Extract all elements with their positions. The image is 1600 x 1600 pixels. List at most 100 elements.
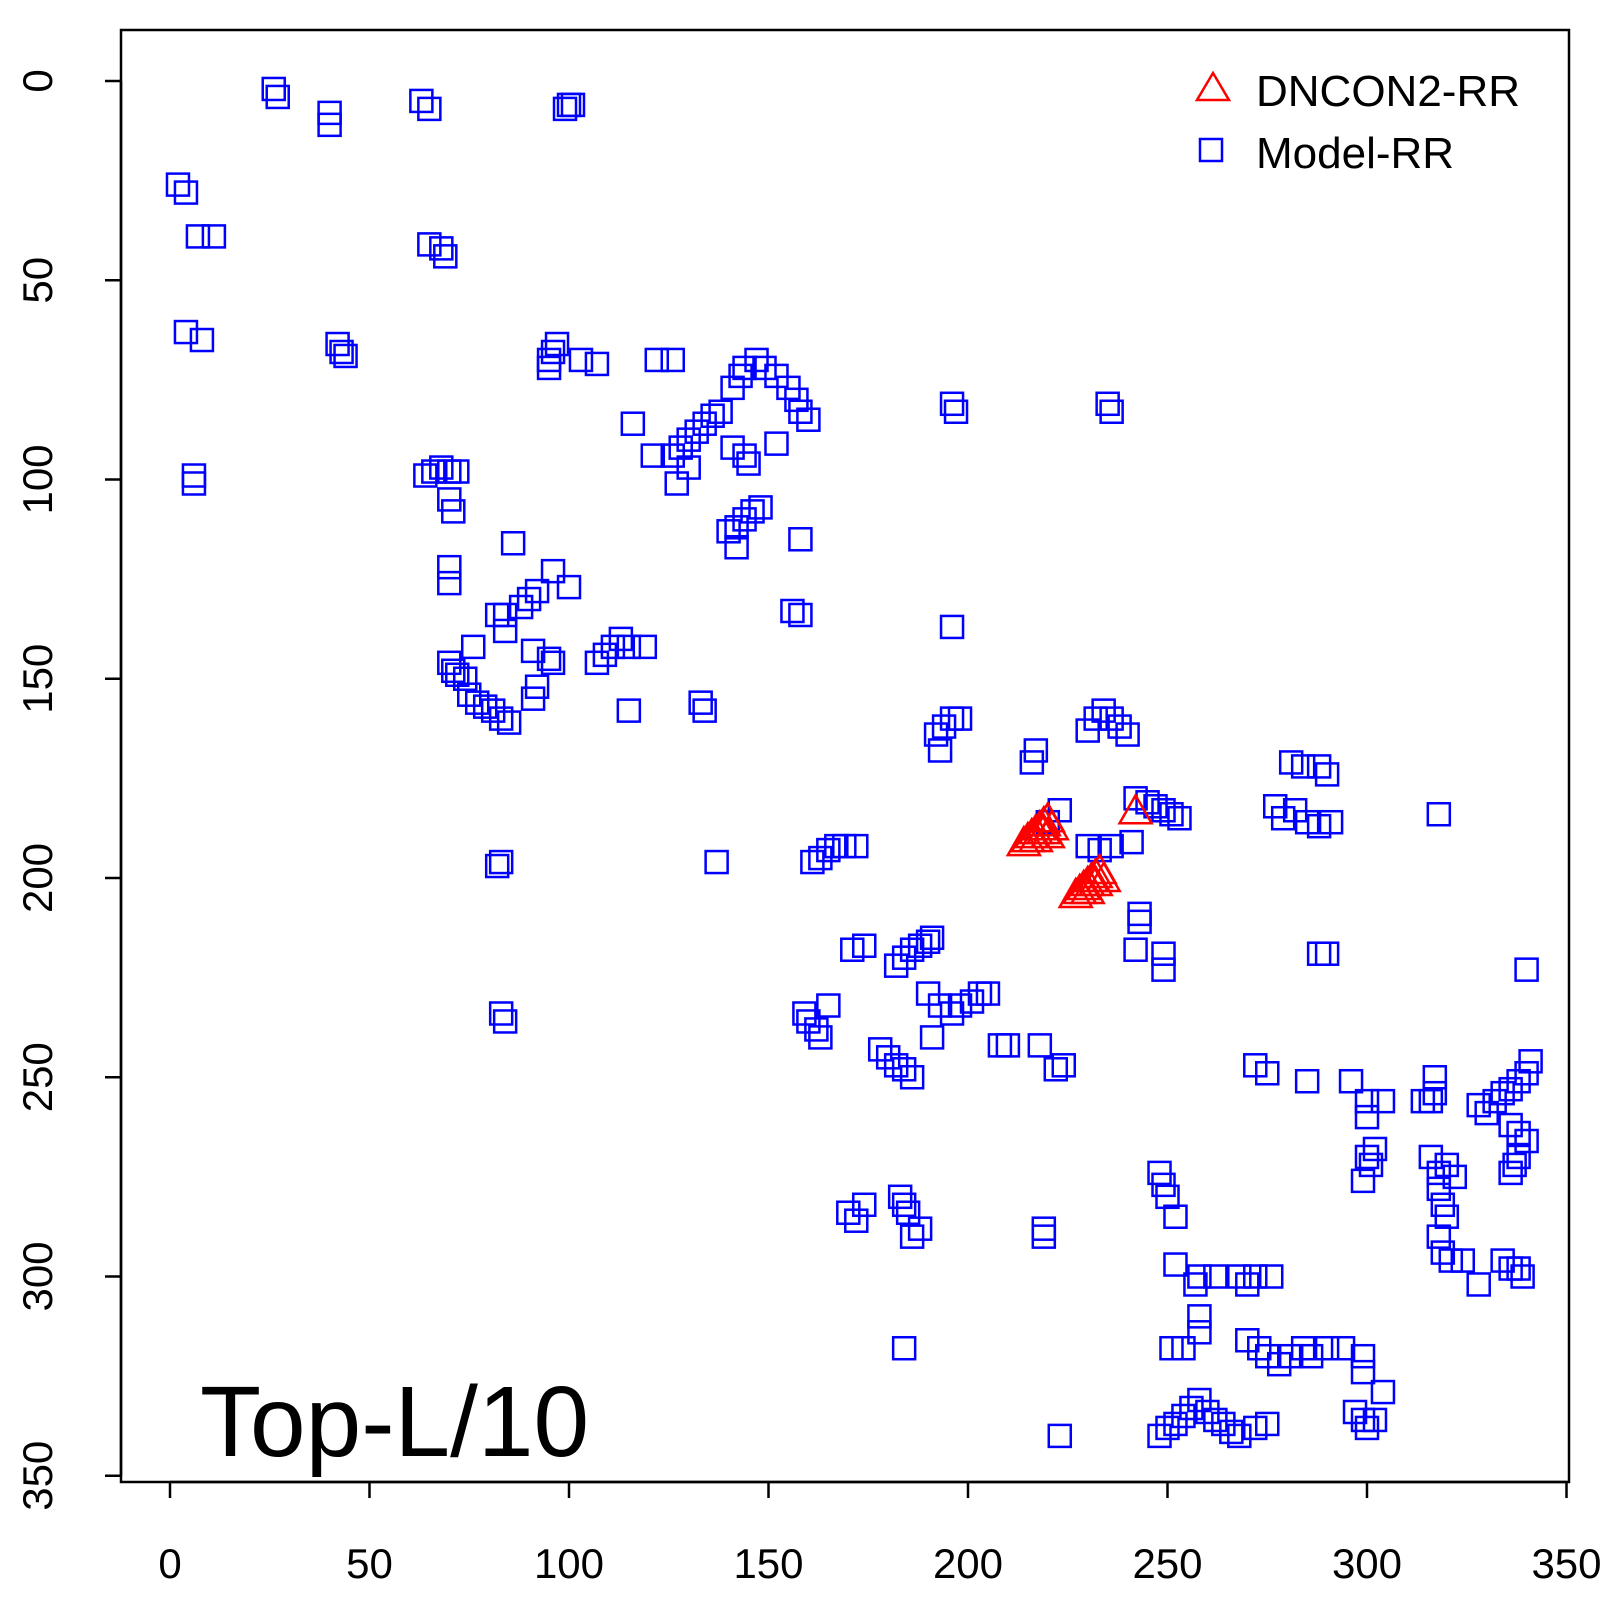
model-rr-point [417, 96, 442, 122]
model-rr-point [1354, 1144, 1380, 1170]
model-rr-point [1314, 762, 1340, 787]
dncon2-rr-point [1057, 876, 1094, 909]
model-rr-point [1298, 1343, 1324, 1369]
model-rr-point [488, 706, 514, 731]
model-rr-point [600, 634, 626, 660]
model-rr-point [1314, 941, 1340, 966]
model-rr-point [1506, 1256, 1531, 1281]
model-rr-point [796, 407, 821, 432]
model-rr-point [1095, 391, 1120, 417]
model-rr-point [536, 355, 562, 381]
model-rr-point [540, 339, 566, 365]
y-tick-label: 350 [14, 1441, 61, 1511]
dncon2-rr-point [1069, 872, 1106, 905]
legend-label-dncon2: DNCON2-RR [1256, 67, 1520, 116]
model-rr-point [329, 339, 354, 365]
model-rr-point [987, 1033, 1013, 1058]
model-rr-point [317, 112, 342, 138]
model-rr-point [676, 427, 701, 452]
model-rr-point [1466, 1272, 1491, 1297]
model-rr-point [923, 722, 949, 747]
model-rr-point [1107, 714, 1132, 739]
model-rr-point [1099, 706, 1124, 731]
model-rr-point [1187, 1304, 1212, 1329]
model-rr-point [891, 1192, 917, 1218]
model-rr-point [1155, 1184, 1180, 1210]
model-rr-point [1490, 1248, 1515, 1273]
model-rr-point [1518, 1049, 1543, 1074]
model-rr-point [1163, 1411, 1188, 1437]
model-rr-point [1203, 1264, 1228, 1289]
model-rr-point [744, 347, 769, 373]
model-rr-point [816, 993, 841, 1018]
model-rr-point [1219, 1419, 1244, 1445]
x-tick-label: 300 [1332, 1540, 1402, 1587]
model-rr-point [704, 849, 729, 875]
model-rr-point [173, 319, 199, 345]
model-rr-point [1027, 1033, 1053, 1058]
model-rr-point [508, 594, 534, 620]
legend-square-marker [1198, 137, 1224, 163]
model-rr-point [915, 929, 941, 955]
model-rr-point [560, 92, 586, 118]
model-rr-point [1083, 706, 1108, 731]
model-rr-point [1354, 1088, 1380, 1114]
model-rr-point [1430, 1240, 1456, 1265]
model-rr-point [1422, 1065, 1448, 1090]
model-rr-point [1514, 1128, 1539, 1154]
model-rr-point [1354, 1415, 1380, 1441]
x-tick-label: 50 [346, 1540, 393, 1587]
model-rr-point [616, 634, 642, 660]
model-rr-point [1426, 1224, 1452, 1249]
model-rr-point [1450, 1248, 1476, 1273]
dncon2-rr-point [1005, 824, 1043, 857]
series-layer [165, 76, 1543, 1449]
model-rr-point [632, 634, 658, 660]
model-rr-point [1498, 1076, 1523, 1102]
dncon2-rr-point [1025, 812, 1062, 845]
model-rr-point [165, 172, 191, 197]
model-rr-point [460, 634, 486, 660]
y-tick-label: 100 [14, 444, 61, 514]
model-rr-point [788, 602, 813, 628]
model-rr-point [975, 981, 1001, 1006]
model-rr-point [844, 833, 869, 859]
y-axis: 0 50 100 150 200 250 300 350 [14, 69, 123, 1511]
dncon2-rr-point [1033, 808, 1070, 841]
model-rr-point [201, 224, 227, 249]
model-rr-point [1498, 1160, 1523, 1186]
model-rr-point [429, 455, 454, 480]
model-rr-point [453, 666, 478, 691]
model-rr-point [181, 471, 207, 496]
model-rr-point [644, 347, 670, 373]
model-rr-point [1362, 1407, 1388, 1433]
model-rr-point [540, 650, 566, 676]
model-rr-point [421, 459, 446, 484]
y-tick-label: 300 [14, 1241, 61, 1311]
dncon2-rr-point [1077, 864, 1114, 897]
model-rr-point [1258, 1264, 1284, 1289]
model-rr-point [688, 690, 713, 715]
model-rr-point [552, 96, 578, 122]
model-rr-point [608, 626, 634, 652]
model-rr-point [1338, 1068, 1364, 1094]
model-rr-point [1426, 1176, 1452, 1202]
model-rr-point [1163, 1204, 1188, 1229]
y-tick-label: 50 [14, 257, 61, 304]
model-rr-point [1031, 1216, 1057, 1241]
model-rr-point [1506, 1120, 1531, 1146]
model-rr-point [852, 1192, 877, 1218]
model-rr-point [1418, 1144, 1444, 1170]
model-rr-point [1099, 833, 1124, 859]
model-rr-point [1466, 1092, 1491, 1118]
model-rr-point [433, 244, 458, 269]
model-rr-point [1426, 1160, 1452, 1186]
model-rr-point [919, 1025, 945, 1050]
model-rr-point [544, 331, 570, 357]
model-rr-point [1127, 909, 1152, 935]
model-rr-point [1306, 941, 1332, 966]
x-axis: 0 50 100 150 200 250 300 350 [158, 1480, 1600, 1587]
model-rr-point [1051, 1053, 1077, 1078]
model-rr-point [1163, 1252, 1188, 1277]
model-rr-point [1171, 1335, 1196, 1361]
